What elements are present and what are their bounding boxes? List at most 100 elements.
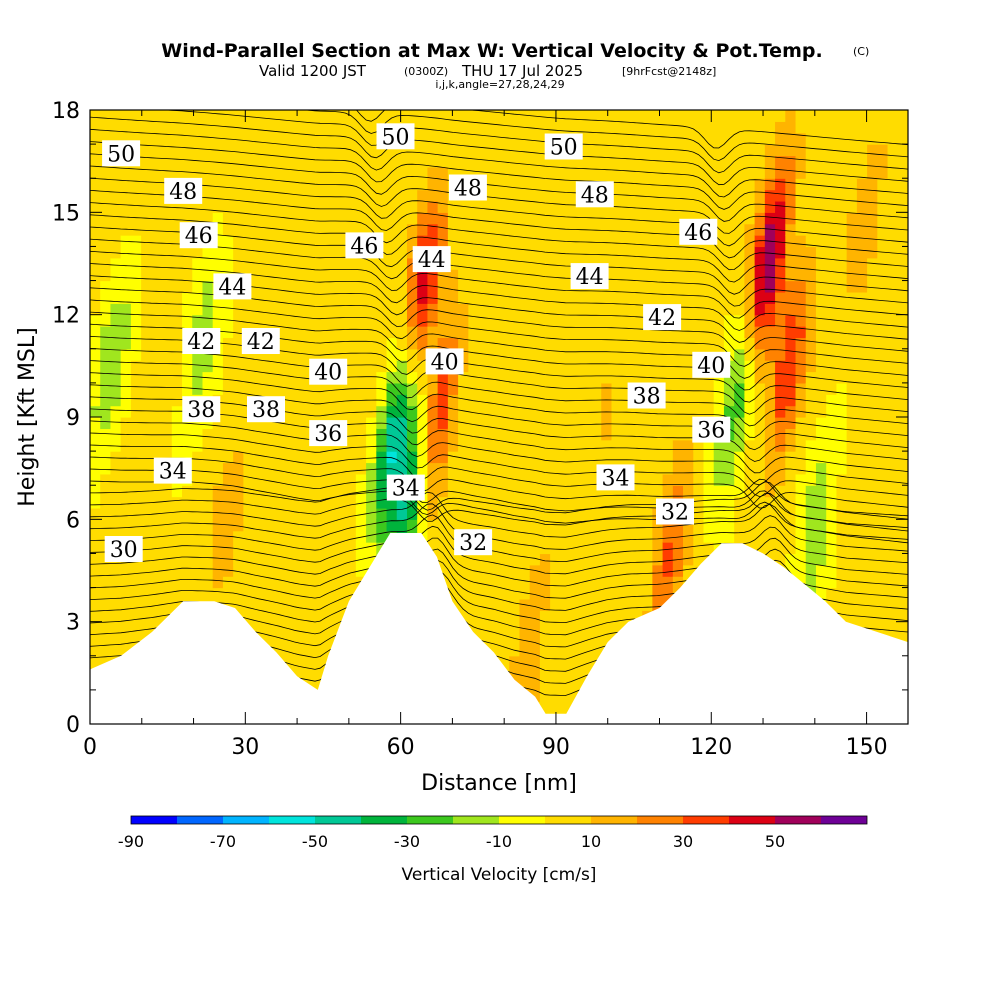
velocity-cell — [662, 473, 674, 486]
velocity-cell — [897, 451, 908, 464]
velocity-cell — [499, 326, 510, 339]
velocity-cell — [846, 394, 858, 407]
velocity-cell — [693, 439, 705, 452]
velocity-cell — [182, 553, 193, 566]
velocity-cell — [161, 519, 173, 532]
velocity-cell — [764, 223, 776, 236]
velocity-cell — [222, 121, 234, 134]
velocity-cell — [611, 542, 623, 555]
velocity-cell — [611, 235, 623, 248]
velocity-cell — [110, 382, 122, 395]
velocity-cell — [672, 189, 684, 202]
velocity-cell — [744, 223, 756, 236]
velocity-cell — [836, 451, 848, 464]
velocity-cell — [723, 496, 735, 509]
velocity-cell — [100, 121, 112, 134]
velocity-cell — [734, 530, 745, 543]
velocity-cell — [509, 121, 521, 134]
velocity-cell — [314, 530, 326, 543]
velocity-cell — [182, 121, 193, 134]
velocity-cell — [304, 269, 316, 282]
velocity-cell — [284, 360, 296, 373]
velocity-cell — [867, 405, 878, 418]
velocity-cell — [529, 223, 541, 236]
velocity-cell — [478, 144, 490, 157]
valid-time-date: THU 17 Jul 2025 — [461, 62, 583, 80]
velocity-cell — [335, 394, 347, 407]
velocity-cell — [355, 337, 367, 350]
velocity-cell — [509, 610, 521, 623]
velocity-cell — [253, 439, 265, 452]
velocity-cell — [284, 644, 296, 657]
velocity-cell — [437, 371, 449, 384]
velocity-cell — [488, 348, 500, 361]
velocity-cell — [499, 178, 510, 191]
velocity-cell — [212, 553, 224, 566]
colorbar-tick-label: 30 — [673, 832, 693, 851]
velocity-cell — [795, 223, 807, 236]
velocity-cell — [703, 542, 715, 555]
velocity-cell — [171, 576, 183, 589]
colorbar-tick-label: -50 — [302, 832, 328, 851]
velocity-cell — [366, 121, 377, 134]
velocity-cell — [171, 337, 183, 350]
velocity-cell — [141, 269, 152, 282]
velocity-cell — [437, 382, 449, 395]
velocity-cell — [887, 371, 899, 384]
velocity-cell — [263, 291, 275, 304]
velocity-cell — [325, 280, 336, 293]
velocity-cell — [294, 280, 306, 293]
velocity-cell — [897, 439, 908, 452]
velocity-cell — [243, 121, 255, 134]
velocity-cell — [754, 451, 766, 464]
velocity-cell — [192, 587, 204, 600]
isentrope-line — [90, 177, 908, 247]
velocity-cell — [560, 576, 572, 589]
velocity-cell — [652, 337, 664, 350]
velocity-cell — [856, 291, 868, 304]
velocity-cell — [130, 473, 142, 486]
velocity-cell — [314, 235, 326, 248]
y-tick-label: 9 — [66, 406, 80, 431]
isentrope-line — [90, 420, 908, 486]
velocity-cell — [734, 155, 745, 168]
velocity-cell — [683, 189, 694, 202]
velocity-cell — [826, 417, 838, 429]
velocity-cell — [529, 485, 541, 498]
velocity-cell — [621, 417, 633, 429]
velocity-cell — [90, 507, 101, 520]
velocity-cell — [458, 598, 469, 611]
velocity-cell — [744, 280, 756, 293]
velocity-cell — [141, 610, 152, 623]
velocity-cell — [723, 144, 735, 157]
velocity-cell — [110, 348, 122, 361]
velocity-cell — [192, 485, 204, 498]
velocity-cell — [795, 507, 807, 520]
velocity-cell — [591, 644, 602, 657]
velocity-cell — [417, 394, 429, 407]
velocity-cell — [734, 257, 745, 270]
velocity-cell — [366, 348, 377, 361]
velocity-cell — [120, 394, 132, 407]
velocity-cell — [458, 451, 469, 464]
velocity-cell — [314, 542, 326, 555]
contour-label-text: 46 — [185, 224, 213, 249]
velocity-cell — [345, 189, 357, 202]
velocity-cell — [539, 587, 551, 600]
velocity-cell — [90, 189, 101, 202]
velocity-cell — [611, 257, 623, 270]
velocity-cell — [734, 212, 745, 225]
velocity-cell — [284, 132, 296, 145]
velocity-cell — [570, 428, 582, 441]
velocity-cell — [274, 553, 285, 566]
velocity-cell — [171, 200, 183, 213]
velocity-cell — [683, 451, 694, 464]
contour-label: 46 — [679, 218, 718, 246]
velocity-cell — [488, 200, 500, 213]
velocity-cell — [815, 337, 827, 350]
velocity-cell — [764, 428, 776, 441]
velocity-cell — [519, 576, 531, 589]
velocity-cell — [693, 542, 705, 555]
velocity-cell — [386, 417, 398, 429]
velocity-cell — [703, 280, 715, 293]
